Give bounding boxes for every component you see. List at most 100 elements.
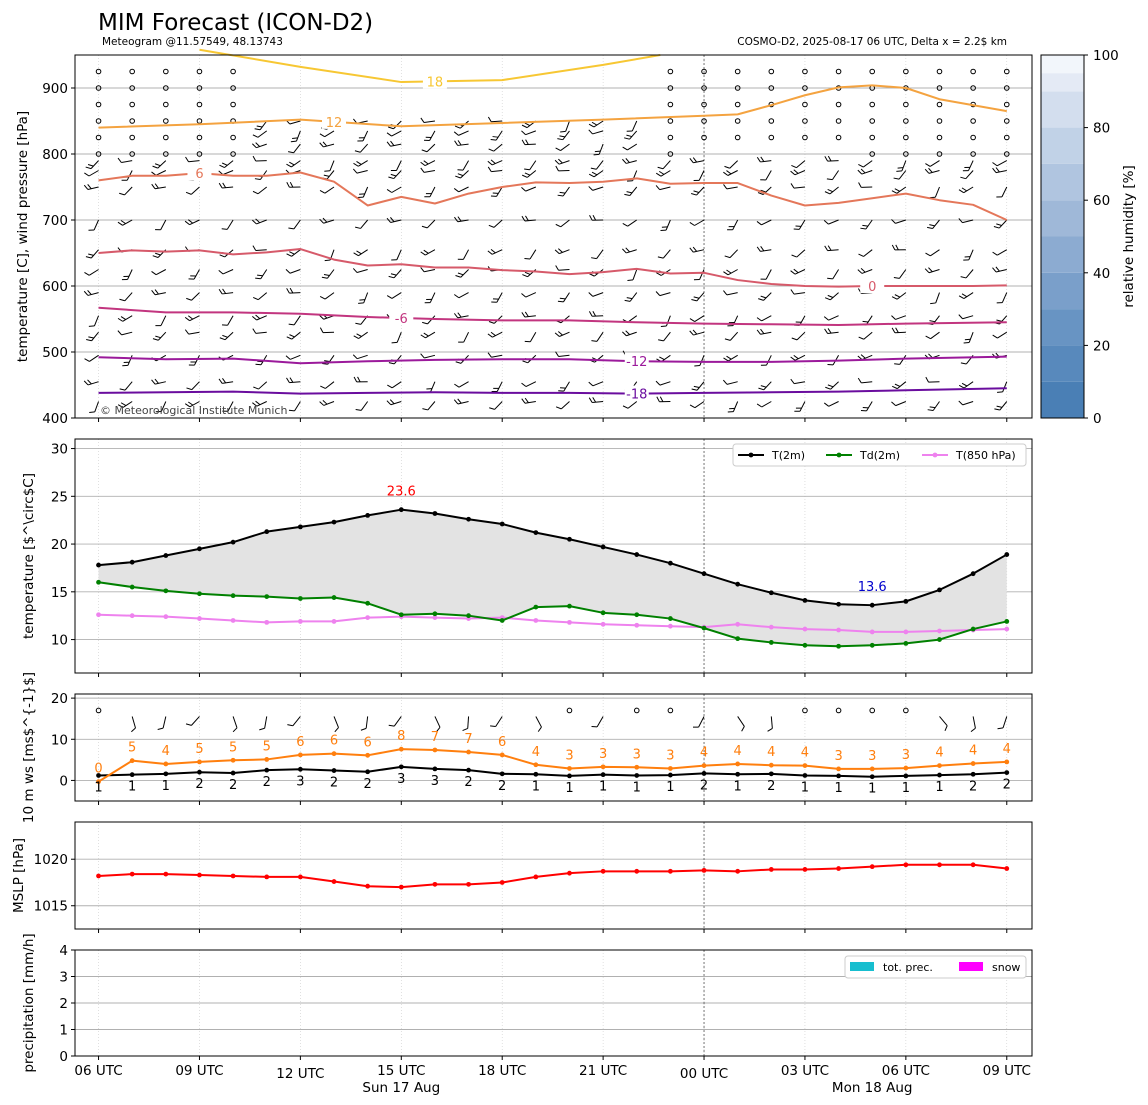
wind-barb <box>490 186 503 197</box>
wind-barb <box>826 170 839 181</box>
wind-barb <box>588 310 604 317</box>
wind-barb <box>555 143 570 152</box>
wind-barb-flag <box>356 333 362 337</box>
temperature-data-point <box>365 600 371 606</box>
wind-barb-staff <box>760 249 772 252</box>
wind-barb <box>355 219 369 229</box>
wind-barb-flag <box>286 253 292 257</box>
wind-barb-staff <box>861 170 873 175</box>
dewpoint-spread-fill <box>98 509 1007 647</box>
wind-barb-staff <box>659 292 671 297</box>
wind-barb <box>84 170 99 177</box>
temperature-series-line <box>98 581 1007 648</box>
wind-barb-flag <box>319 189 326 194</box>
wind-barb <box>288 401 301 412</box>
wind-barb <box>491 381 503 393</box>
wind-barb-flag <box>286 336 293 340</box>
wind-barb-flag <box>120 220 126 225</box>
mslp-data-point <box>634 868 640 874</box>
wind-barb-staff <box>496 381 503 392</box>
wind-barb-staff <box>962 219 974 224</box>
calm-wind-circle <box>129 68 135 75</box>
wind-barb-staff <box>496 292 503 303</box>
calm-wind-circle <box>903 68 909 75</box>
wind-barb-flag <box>251 143 257 149</box>
wind-barb-flag <box>87 164 94 167</box>
wind-barb-flag <box>218 182 223 189</box>
wind-barb <box>255 269 268 280</box>
wind-barb <box>420 117 435 124</box>
wind-barb-staff <box>794 170 806 176</box>
wind-barb <box>487 166 503 173</box>
wind-data-point <box>499 771 505 777</box>
wind-barb-flag <box>756 403 763 408</box>
wind-barb-staff <box>796 249 806 258</box>
wind-barb-flag <box>557 194 564 197</box>
temperature-series-line <box>98 613 1007 633</box>
wind-barb <box>724 331 739 341</box>
wind-barb <box>727 219 739 231</box>
wind-barb-staff <box>124 292 133 302</box>
wind-barb <box>689 401 705 409</box>
wind-barb-staff <box>458 292 469 299</box>
wind-barb-staff <box>127 355 133 366</box>
wind-barb <box>896 160 907 172</box>
wind-barb-staff <box>357 160 368 167</box>
wind-barb-staff <box>560 219 570 228</box>
calm-wind-circle <box>936 118 943 124</box>
wind-barb-flag <box>891 190 898 194</box>
wind-barb <box>623 130 638 140</box>
wind-barb <box>655 185 671 191</box>
wind-barb-flag <box>524 271 531 275</box>
wind-barb <box>487 159 503 166</box>
wind-barb <box>454 216 469 223</box>
y-tick-label: 15 <box>51 585 68 601</box>
wind-barb-flag <box>84 358 90 362</box>
wind-barb <box>689 315 705 322</box>
gust-value-label: 4 <box>801 746 809 761</box>
wind-barb-flag <box>555 165 559 172</box>
wind-barb-flag <box>123 361 130 364</box>
calm-wind-circle <box>95 101 102 108</box>
wind-barb-staff <box>699 355 705 366</box>
wind-barb-flag <box>756 317 762 322</box>
temperature-data-point <box>96 579 101 585</box>
wind-barb <box>88 315 100 327</box>
wind-barb-flag <box>436 727 441 733</box>
wind-barb-flag <box>992 162 998 167</box>
wind-barb-flag <box>286 377 290 383</box>
wind-barb-flag <box>154 378 159 384</box>
wind-barb-staff <box>729 331 739 341</box>
wind-barb-flag <box>492 136 499 138</box>
wind-barb-flag <box>425 136 432 138</box>
wind-data-point <box>735 771 741 777</box>
wind-barb-flag <box>353 252 359 257</box>
calm-wind-circle <box>970 151 976 157</box>
wind-barb <box>588 120 604 128</box>
wind-barb-staff <box>629 130 638 140</box>
wind-barb-flag <box>117 330 122 336</box>
wind-barb <box>827 269 840 280</box>
wind-barb-staff <box>390 219 402 223</box>
mslp-data-point <box>701 867 707 873</box>
wind-barb-flag <box>860 354 866 359</box>
wind-barb <box>83 290 99 296</box>
wind-barb <box>218 182 234 189</box>
wind-barb-flag <box>689 247 694 253</box>
wind-barb-flag <box>521 139 526 145</box>
wind-barb-flag <box>760 246 765 252</box>
wind-barb-flag <box>319 218 324 224</box>
wind-barb-flag <box>555 265 559 271</box>
wind-barb <box>388 120 402 130</box>
temperature-data-point <box>230 618 236 623</box>
wind-barb <box>420 249 436 256</box>
wind-barb-staff <box>592 292 604 297</box>
wind-barb-flag <box>292 137 298 139</box>
wind-barb-staff <box>524 143 536 146</box>
wind-barb-flag <box>625 158 630 163</box>
wind-barb-flag <box>154 289 159 295</box>
wind-barb <box>689 219 705 226</box>
wind-barb <box>997 716 1008 730</box>
wind-barb-flag <box>555 147 561 152</box>
wind-barb-flag <box>353 335 359 339</box>
